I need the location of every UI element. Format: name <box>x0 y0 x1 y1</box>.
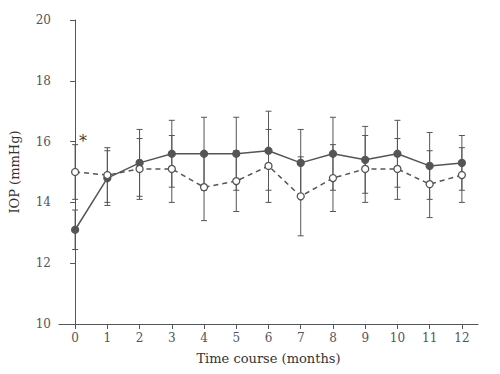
svg-text:20: 20 <box>36 13 51 27</box>
svg-text:14: 14 <box>36 195 52 209</box>
svg-text:3: 3 <box>168 331 176 345</box>
svg-text:IOP (mmHg): IOP (mmHg) <box>7 130 22 213</box>
svg-text:10: 10 <box>36 317 51 331</box>
svg-text:Time course (months): Time course (months) <box>196 351 340 366</box>
svg-text:10: 10 <box>390 331 405 345</box>
svg-text:16: 16 <box>36 135 51 149</box>
svg-text:7: 7 <box>297 331 305 345</box>
svg-text:4: 4 <box>200 331 208 345</box>
svg-text:2: 2 <box>136 331 144 345</box>
svg-text:12: 12 <box>454 331 469 345</box>
svg-text:5: 5 <box>232 331 240 345</box>
svg-text:6: 6 <box>265 331 273 345</box>
svg-text:12: 12 <box>36 256 51 270</box>
svg-text:8: 8 <box>329 331 337 345</box>
svg-text:0: 0 <box>71 331 79 345</box>
svg-text:9: 9 <box>361 331 369 345</box>
svg-text:*: * <box>79 132 87 151</box>
svg-text:18: 18 <box>36 74 51 88</box>
svg-text:11: 11 <box>422 331 437 345</box>
svg-text:1: 1 <box>104 331 112 345</box>
